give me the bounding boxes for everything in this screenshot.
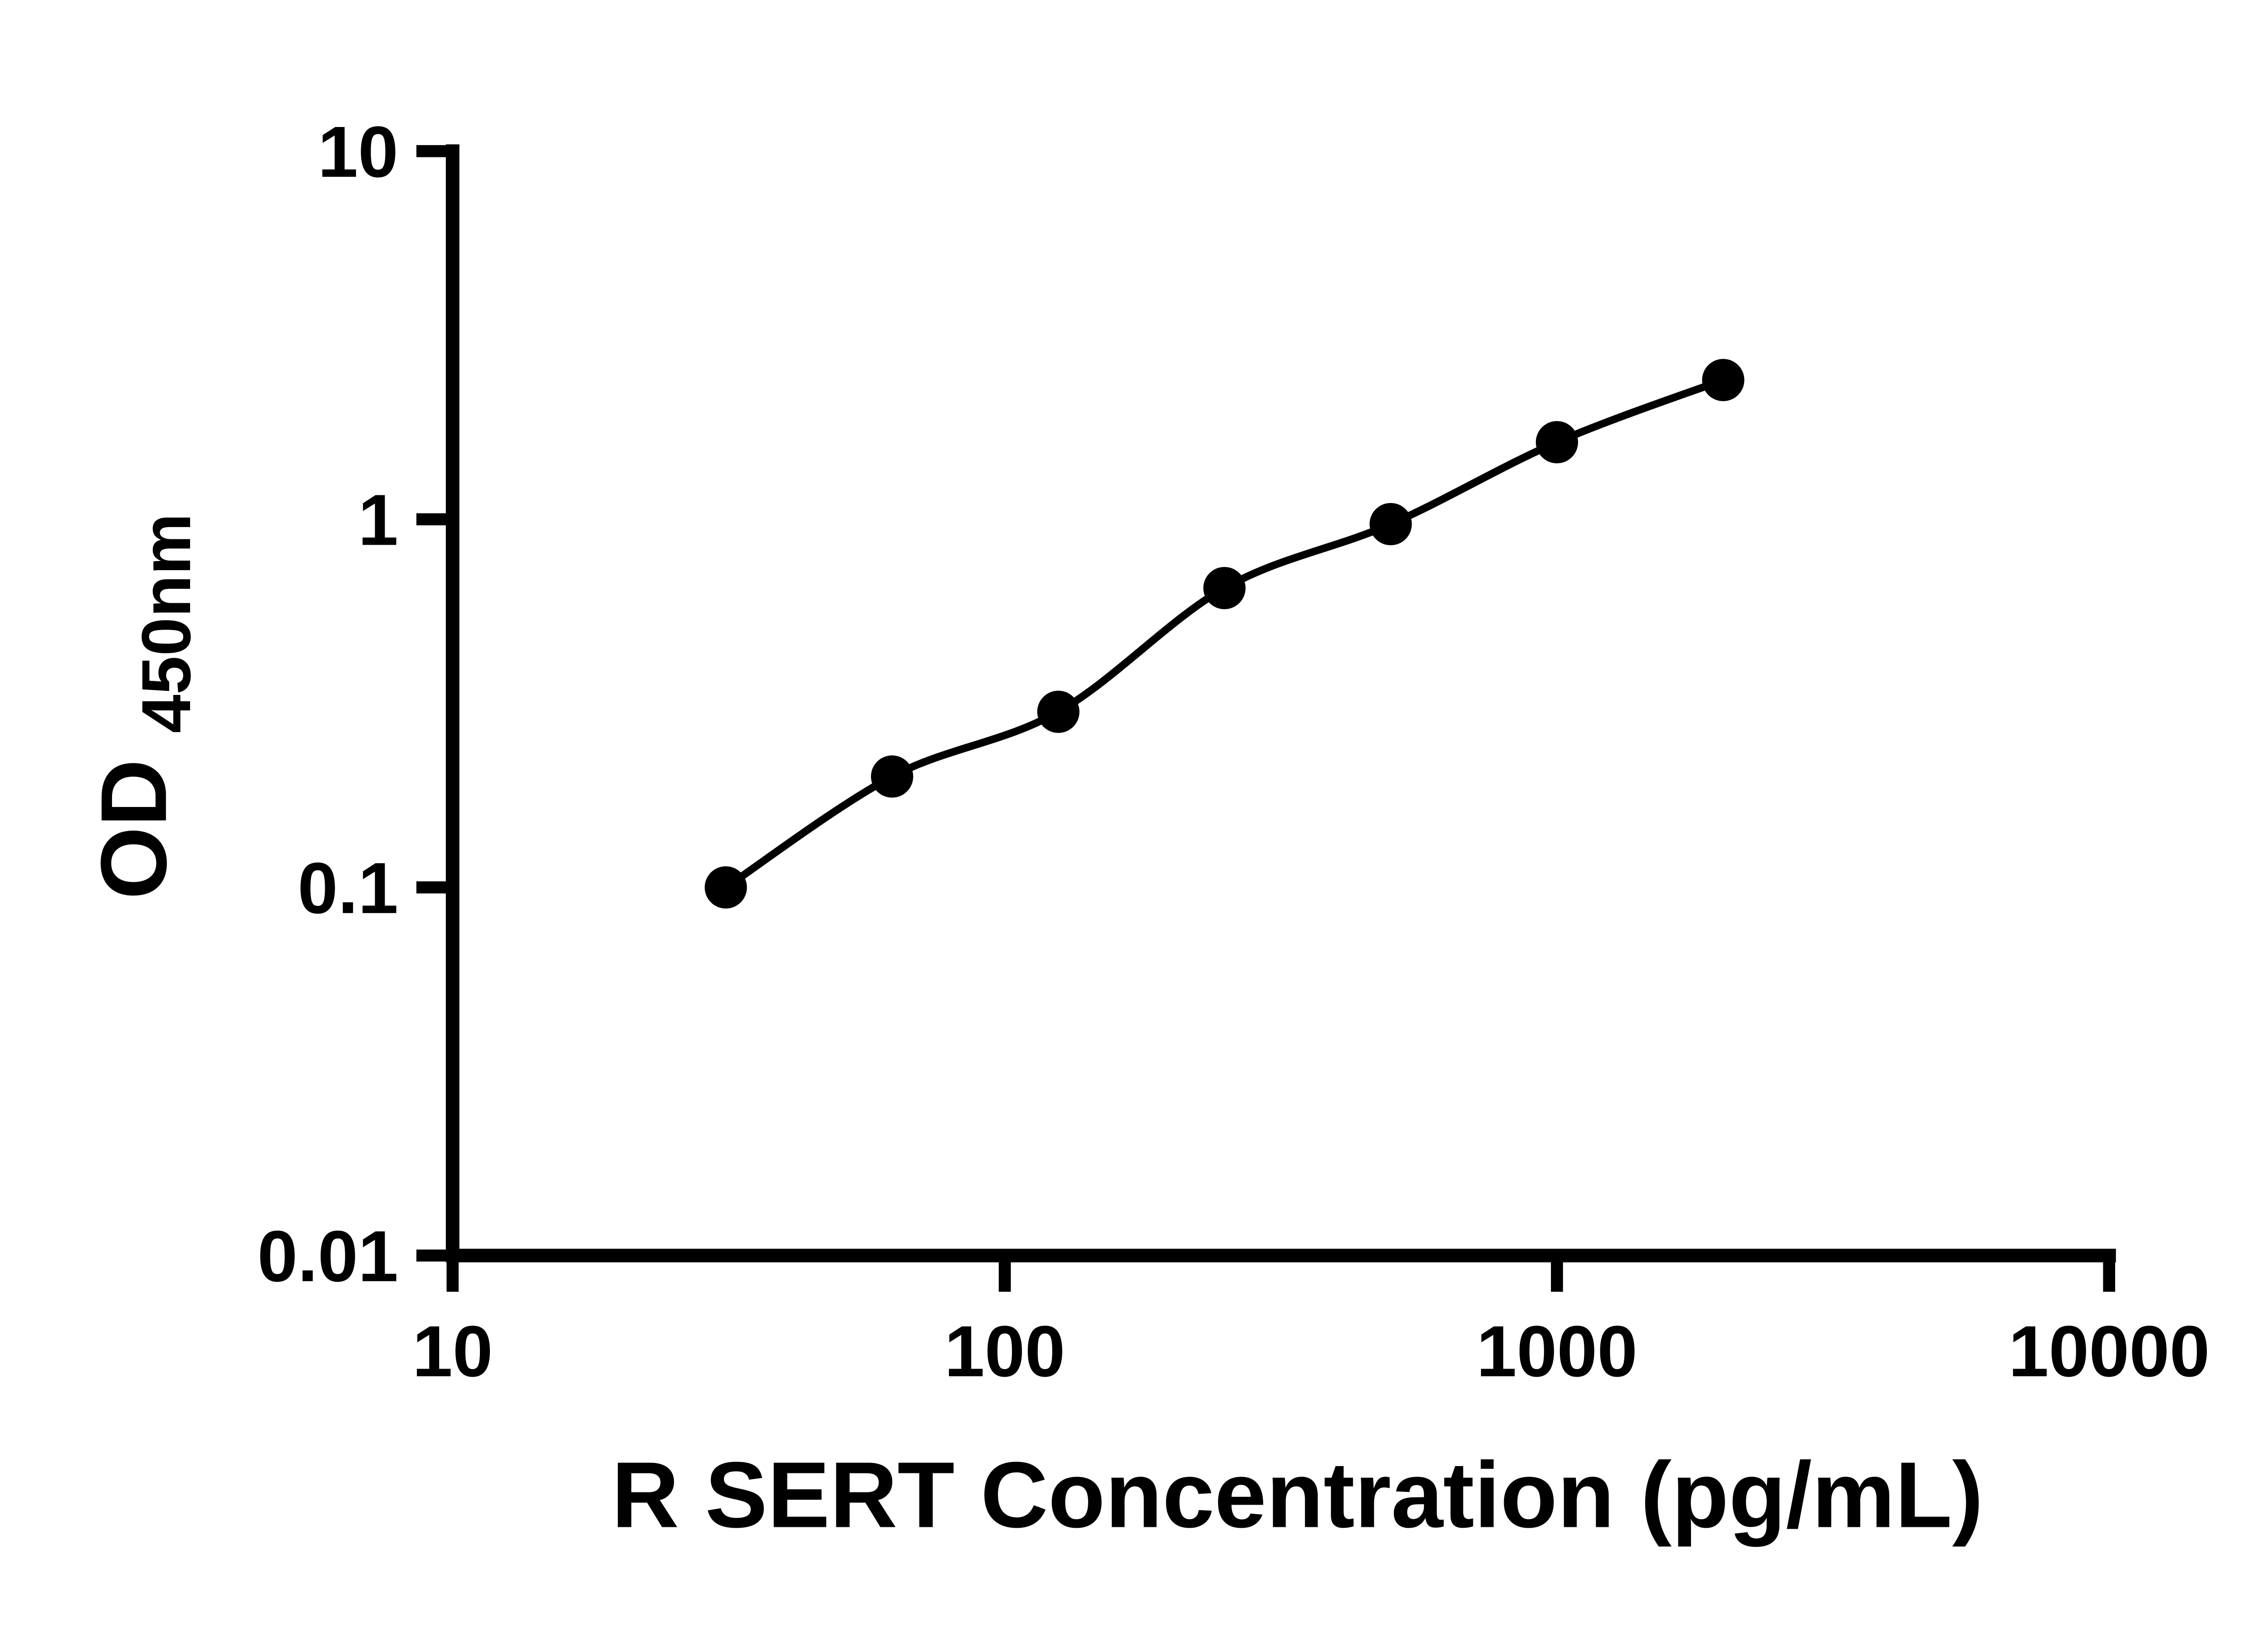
x-axis-title: R SERT Concentration (pg/mL) (611, 1442, 1983, 1547)
data-point (704, 866, 747, 909)
fit-curve (722, 376, 1727, 891)
y-axis-title-main: OD (81, 759, 186, 900)
y-axis-title-subscript: 450nm (128, 513, 205, 733)
y-axis-tick-label: 0.1 (298, 847, 398, 929)
y-axis-title: OD 450nm (81, 513, 205, 900)
data-point (1702, 359, 1745, 401)
data-point (871, 755, 914, 798)
x-axis-tick-label: 1000 (1476, 1310, 1637, 1392)
axes-frame (445, 144, 2116, 1262)
data-point (1037, 690, 1080, 733)
data-point (1535, 421, 1578, 464)
y-axis-tick-label: 10 (318, 111, 399, 192)
data-point (1203, 567, 1246, 610)
y-axis-tick-label: 0.01 (257, 1215, 398, 1296)
plot-layer: 10 100 1000 10000 0.01 0.1 1 10 (257, 111, 2209, 1392)
x-axis-tick-label: 100 (944, 1310, 1065, 1392)
y-axis-tick-label: 1 (358, 479, 398, 560)
x-axis-tick-label: 10000 (2009, 1310, 2210, 1392)
x-axis-tick-label: 10 (412, 1310, 493, 1392)
data-point (1369, 503, 1412, 545)
